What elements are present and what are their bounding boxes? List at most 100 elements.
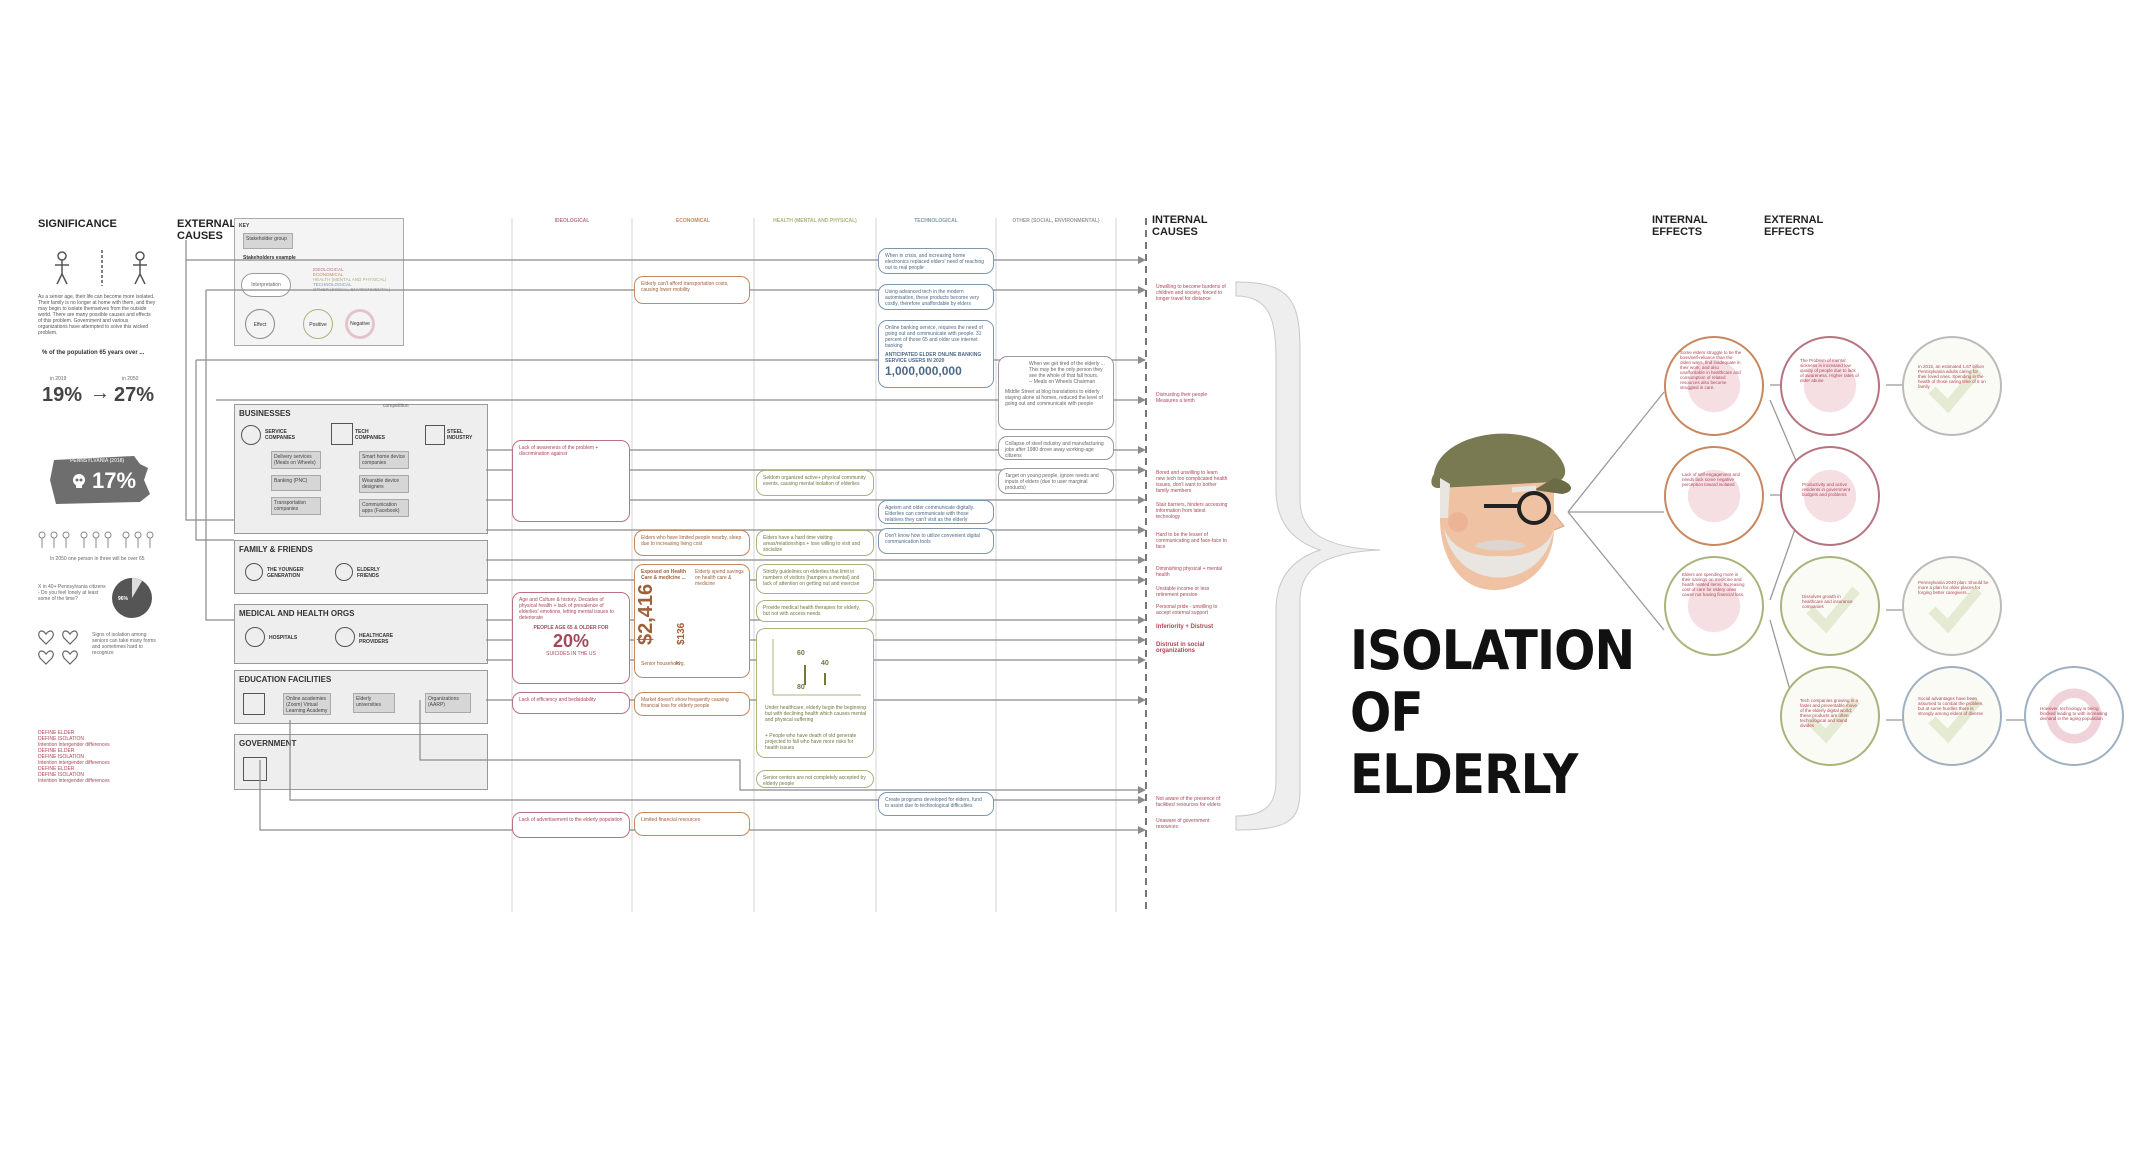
chart-value-1: 60 [797, 650, 805, 657]
smart-home-chip: Smart home device companies [359, 451, 409, 469]
year-2019-label: in 2019 [50, 376, 67, 382]
column-technological: TECHNOLOGICAL [914, 218, 958, 224]
check-icon [1806, 696, 1860, 744]
key-box: KEY Stakeholder group Stakeholders examp… [234, 218, 404, 346]
pennsylvania-map-icon [50, 456, 150, 504]
younger-generation-label: THE YOUNGER GENERATION [267, 567, 304, 579]
economical-node-living-cost: Elders who have limited people nearby, s… [634, 530, 750, 556]
key-cat-economical: ECONOMICAL [313, 272, 344, 277]
other-node-programs: Create programs developed for elders, fu… [878, 792, 994, 816]
internal-cause-item: Distrusting their people Measures a tent… [1156, 392, 1208, 404]
health-node-therapies: Provide medical health therapies for eld… [756, 600, 874, 622]
definition-line: DEFINE ISOLATION [38, 754, 85, 760]
hospitals-label: HOSPITALS [269, 635, 298, 641]
external-causes-header: EXTERNAL CAUSES [177, 218, 237, 242]
communication-apps-chip: Communication apps (Facebook) [359, 499, 409, 517]
significance-paragraph: As a senior age, their life can become m… [38, 294, 156, 336]
lonely-pie-icon [112, 578, 152, 618]
competition-label: competition [383, 403, 409, 409]
ideological-node-advertisement: Lack of advertisement to the elderly pop… [512, 812, 630, 838]
pct-2050-value: 27% [114, 384, 155, 406]
definition-line: Intention intergender differences [38, 742, 110, 748]
column-economical: ECONOMICAL [675, 218, 711, 224]
definition-line: DEFINE ISOLATION [38, 772, 85, 778]
external-effect-circle: Dissolves growth in healthcare and insur… [1780, 556, 1880, 656]
cost-caption-2: Avg. [675, 661, 685, 667]
node-text: Under healthcare, elderly begin the begi… [765, 705, 867, 723]
tech-companies-icon [331, 423, 353, 445]
steel-industry-label: STEEL INDUSTRY [447, 429, 473, 441]
column-ideological: IDEOLOGICAL [554, 218, 590, 224]
pie-label: 96% [118, 596, 129, 602]
external-effect-text: Social advantages have been assumed to c… [1918, 696, 1984, 716]
definition-line: DEFINE ELDER [38, 766, 75, 772]
elderly-universities-chip: Elderly universities [353, 693, 395, 713]
external-effect-circle: In 2015, an estimated 1.67 billion Penns… [1902, 336, 2002, 436]
main-title: ISOLATION OF ELDERLY [1350, 619, 1635, 806]
other-node-young-people: Target on young people, ignore needs and… [998, 468, 1114, 494]
node-text: Middle Street at blog translations to el… [1005, 389, 1103, 407]
organizations-chip: Organizations (AARP) [425, 693, 471, 713]
health-node-guidelines: Strictly guidelines on elderlies that li… [756, 564, 874, 594]
external-effect-circle: Productivity and active residents in gov… [1780, 446, 1880, 546]
external-effect-text: Productivity and active residents in gov… [1802, 482, 1851, 497]
definition-line: Intention intergender differences [38, 760, 110, 766]
external-effect-text: The Problem of mental sickness in increa… [1800, 358, 1859, 383]
suicide-caption: SUICIDES IN THE US [546, 651, 596, 657]
internal-cause-item: Diminishing physical + mental health [1156, 566, 1223, 578]
elderly-people-icon [55, 250, 147, 286]
external-effect-text: In 2015, an estimated 1.67 billion Penns… [1918, 364, 1986, 389]
definition-line: Intention intergender differences [38, 778, 110, 784]
check-icon [1928, 696, 1982, 744]
tech-node-online-banking: Online banking service, requires the nee… [878, 320, 994, 388]
population-label: % of the population 65 years over ... [42, 350, 145, 356]
health-node-visiting: Elders have a hard time visiting areas/r… [756, 530, 874, 556]
elderly-man-icon [1431, 433, 1572, 590]
banking-value: 1,000,000,000 [885, 364, 962, 378]
internal-cause-item: Bored and unwilling to learn new tech to… [1156, 470, 1228, 494]
column-health: HEALTH (MENTAL AND PHYSICAL) [773, 218, 857, 224]
check-icon [1928, 366, 1982, 414]
businesses-group: BUSINESSES competition SERVICE COMPANIES… [234, 403, 488, 534]
internal-effect-text: Some elders struggle to be the boss/self… [1680, 350, 1742, 390]
internal-cause-item: Personal pride - unwilling to accept ext… [1156, 604, 1218, 616]
external-effect-circle: Pennsylvania 2040 plan: Should be more a… [1902, 556, 2002, 656]
banking-label: ANTICIPATED ELDER ONLINE BANKING SERVICE… [885, 352, 982, 364]
column-other: OTHER (SOCIAL, ENVIRONMENTAL) [1012, 218, 1100, 224]
family-friends-title: FAMILY & FRIENDS [239, 545, 313, 554]
key-cat-technological: TECHNOLOGICAL [313, 282, 352, 287]
medical-orgs-group: MEDICAL AND HEALTH ORGS HOSPITALS HEALTH… [234, 604, 488, 664]
definition-line: DEFINE ELDER [38, 730, 75, 736]
elderly-friends-icon [335, 563, 353, 581]
healthcare-providers-icon [335, 627, 355, 647]
ideological-node-culture: Age and Culture & history. Decades of ph… [512, 592, 630, 684]
service-companies-icon [241, 425, 261, 445]
external-effect-text: Pennsylvania 2040 plan: Should be more a… [1918, 580, 1989, 595]
external-effect-circle: However, technology is being blocked lea… [2024, 666, 2124, 766]
economical-node-limited-resources: Limited financial resources [634, 812, 750, 836]
economical-node-health-costs: Exposed on Health Care & medicine ... El… [634, 564, 750, 678]
health-node-senior-centers: Senior centers are not completely accept… [756, 770, 874, 788]
tech-node-costly: Using advanced tech in the modern automi… [878, 284, 994, 310]
key-interpretation: Interpretation [241, 273, 291, 297]
node-text: Lack of awareness of the problem + discr… [519, 445, 599, 457]
other-node-meals-on-wheels: When we get tired of the elderly ... Thi… [998, 356, 1114, 430]
other-node-steel-industry: Collapse of steel industry and manufactu… [998, 436, 1114, 460]
internal-causes-header: INTERNAL CAUSES [1152, 214, 1208, 238]
wearable-device-chip: Wearable device designers [359, 475, 409, 493]
external-effect-text: Tech companies growing in a faster and p… [1800, 698, 1859, 728]
key-stakeholders-example: Stakeholders example [243, 255, 296, 261]
internal-effect-text: Elders are spending more in their saving… [1682, 572, 1745, 597]
arrow-icon: → [90, 382, 110, 404]
healthcare-providers-label: HEALTHCARE PROVIDERS [359, 633, 394, 645]
internal-cause-item: Unaware of government resources [1156, 818, 1210, 830]
cost-value: $2,416 [635, 583, 657, 645]
check-icon [1806, 586, 1860, 634]
key-cat-health: HEALTH (MENTAL AND PHYSICAL) [313, 277, 387, 282]
internal-cause-item: Unwilling to become burdens of children … [1156, 284, 1226, 302]
significance-header: SIGNIFICANCE [38, 218, 117, 230]
health-node-chart: 60 40 80 Under healthcare, elderly begin… [756, 628, 874, 758]
key-positive: Positive [303, 309, 333, 339]
education-group: EDUCATION FACILITIES Online academies (Z… [234, 670, 488, 724]
family-friends-group: FAMILY & FRIENDS THE YOUNGER GENERATION … [234, 540, 488, 594]
